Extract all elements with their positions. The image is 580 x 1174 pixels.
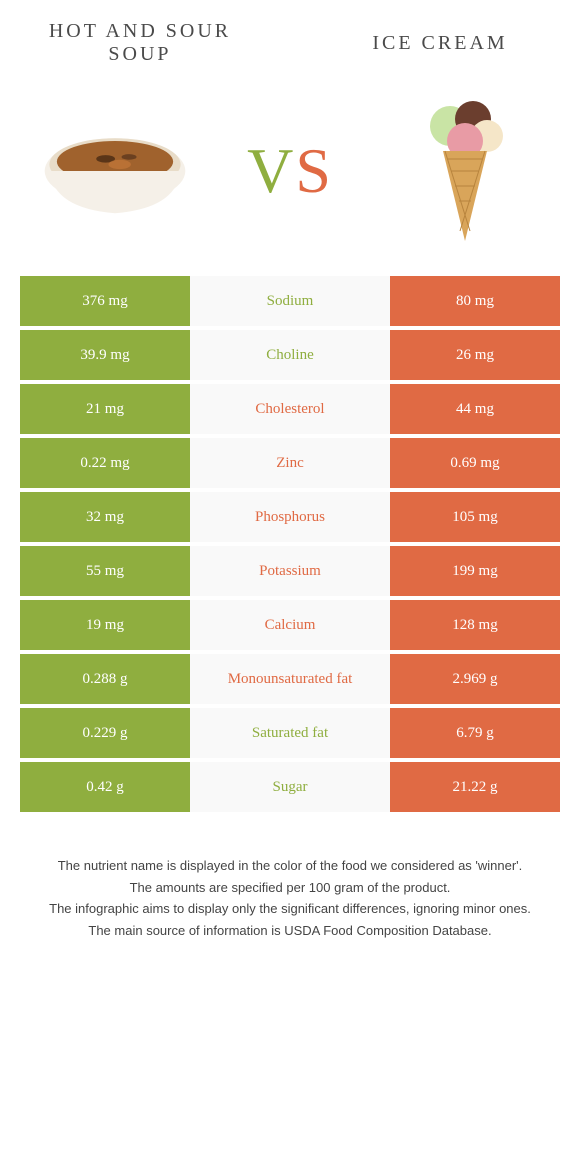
left-value-cell: 0.229 g <box>20 708 190 758</box>
table-row: 39.9 mgCholine26 mg <box>20 330 560 384</box>
nutrient-name-cell: Choline <box>190 330 390 380</box>
header: Hot and sour soup Ice cream <box>0 0 580 76</box>
table-row: 21 mgCholesterol44 mg <box>20 384 560 438</box>
nutrient-name-cell: Sodium <box>190 276 390 326</box>
right-value-cell: 128 mg <box>390 600 560 650</box>
footnote-line: The main source of information is USDA F… <box>30 921 550 941</box>
left-value-cell: 0.288 g <box>20 654 190 704</box>
nutrient-name-cell: Sugar <box>190 762 390 812</box>
nutrient-name-cell: Monounsaturated fat <box>190 654 390 704</box>
nutrient-name-cell: Saturated fat <box>190 708 390 758</box>
right-value-cell: 21.22 g <box>390 762 560 812</box>
table-row: 0.22 mgZinc0.69 mg <box>20 438 560 492</box>
left-value-cell: 21 mg <box>20 384 190 434</box>
left-value-cell: 32 mg <box>20 492 190 542</box>
footnotes: The nutrient name is displayed in the co… <box>0 816 580 962</box>
vs-s: S <box>295 135 333 206</box>
right-value-cell: 26 mg <box>390 330 560 380</box>
table-row: 19 mgCalcium128 mg <box>20 600 560 654</box>
right-food-title: Ice cream <box>340 32 540 55</box>
table-row: 32 mgPhosphorus105 mg <box>20 492 560 546</box>
left-value-cell: 376 mg <box>20 276 190 326</box>
footnote-line: The amounts are specified per 100 gram o… <box>30 878 550 898</box>
table-row: 376 mgSodium80 mg <box>20 276 560 330</box>
table-row: 0.229 gSaturated fat6.79 g <box>20 708 560 762</box>
table-row: 0.42 gSugar21.22 g <box>20 762 560 816</box>
footnote-line: The nutrient name is displayed in the co… <box>30 856 550 876</box>
left-value-cell: 0.42 g <box>20 762 190 812</box>
ice-cream-image <box>390 96 540 246</box>
right-value-cell: 0.69 mg <box>390 438 560 488</box>
right-value-cell: 80 mg <box>390 276 560 326</box>
soup-image <box>40 96 190 246</box>
right-value-cell: 199 mg <box>390 546 560 596</box>
images-row: VS <box>0 76 580 276</box>
vs-label: VS <box>247 134 333 208</box>
nutrient-name-cell: Cholesterol <box>190 384 390 434</box>
right-value-cell: 44 mg <box>390 384 560 434</box>
footnote-line: The infographic aims to display only the… <box>30 899 550 919</box>
table-row: 55 mgPotassium199 mg <box>20 546 560 600</box>
right-value-cell: 2.969 g <box>390 654 560 704</box>
nutrient-table: 376 mgSodium80 mg39.9 mgCholine26 mg21 m… <box>20 276 560 816</box>
right-value-cell: 6.79 g <box>390 708 560 758</box>
left-value-cell: 39.9 mg <box>20 330 190 380</box>
left-food-title: Hot and sour soup <box>40 20 240 66</box>
left-value-cell: 55 mg <box>20 546 190 596</box>
left-value-cell: 0.22 mg <box>20 438 190 488</box>
nutrient-name-cell: Calcium <box>190 600 390 650</box>
nutrient-name-cell: Zinc <box>190 438 390 488</box>
table-row: 0.288 gMonounsaturated fat2.969 g <box>20 654 560 708</box>
vs-v: V <box>247 135 295 206</box>
nutrient-name-cell: Potassium <box>190 546 390 596</box>
left-value-cell: 19 mg <box>20 600 190 650</box>
nutrient-name-cell: Phosphorus <box>190 492 390 542</box>
right-value-cell: 105 mg <box>390 492 560 542</box>
